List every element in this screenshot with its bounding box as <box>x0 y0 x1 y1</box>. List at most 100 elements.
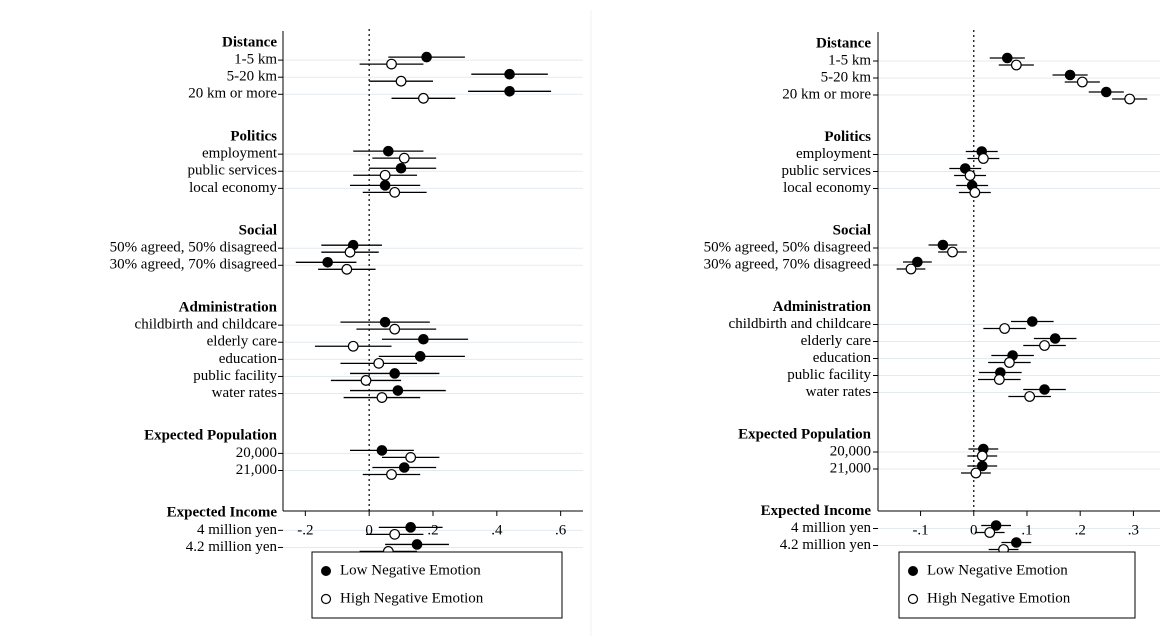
point-high-emotion <box>398 152 410 164</box>
point-high-emotion <box>1076 76 1088 88</box>
item-label: elderly care <box>207 334 278 350</box>
point-low-emotion <box>1011 537 1022 548</box>
item-label: 20 km or more <box>782 86 871 102</box>
point-low-emotion <box>1027 316 1038 327</box>
group-label: Expected Population <box>144 428 278 444</box>
point-high-emotion <box>347 340 359 352</box>
point-high-emotion <box>389 323 401 335</box>
point-low-emotion <box>322 257 333 268</box>
item-label: education <box>219 351 278 367</box>
item-label: 30% agreed, 70% disagreed <box>110 257 278 273</box>
x-tick-label: -.2 <box>297 522 313 538</box>
item-label: 20,000 <box>830 443 871 459</box>
point-high-emotion <box>386 469 397 480</box>
item-label: education <box>813 350 872 366</box>
point-high-emotion <box>344 246 356 258</box>
item-label: 4.2 million yen <box>186 539 278 555</box>
legend: Low Negative Emotion High Negative Emotio… <box>898 551 1136 619</box>
point-low-emotion <box>414 351 426 362</box>
x-tick-label: .6 <box>555 522 567 538</box>
point-low-emotion <box>976 460 988 472</box>
point-low-emotion <box>1039 384 1050 395</box>
x-tick-label: .1 <box>1021 522 1032 538</box>
point-high-emotion <box>389 186 401 198</box>
point-low-emotion <box>1001 52 1013 64</box>
item-label: 5-20 km <box>227 69 278 85</box>
point-low-emotion <box>411 539 423 550</box>
x-tick-label: -.1 <box>912 522 928 538</box>
point-high-emotion <box>964 170 976 181</box>
x-tick-label: 0 <box>365 522 373 538</box>
point-high-emotion <box>905 263 917 275</box>
group-label: Politics <box>230 128 277 144</box>
point-high-emotion <box>1024 391 1036 402</box>
point-high-emotion <box>1124 93 1136 105</box>
legend-marker-low <box>321 566 331 576</box>
item-label: 21,000 <box>830 460 871 476</box>
point-low-emotion <box>398 462 410 473</box>
point-low-emotion <box>383 145 394 157</box>
item-label: 20 km or more <box>188 86 277 102</box>
item-label: employment <box>796 146 872 162</box>
x-tick-label: .3 <box>1128 522 1139 538</box>
item-label: local economy <box>189 180 277 196</box>
group-label: Politics <box>824 129 871 145</box>
point-low-emotion <box>405 522 416 533</box>
point-high-emotion <box>379 169 391 181</box>
point-low-emotion <box>379 316 391 328</box>
point-high-emotion <box>1004 357 1015 368</box>
group-label: Administration <box>773 299 872 315</box>
point-high-emotion <box>389 528 401 540</box>
legend-label-high: High Negative Emotion <box>927 590 1071 606</box>
item-label: public services <box>781 163 871 179</box>
item-label: public facility <box>193 368 277 384</box>
legend: Low Negative Emotion High Negative Emotio… <box>311 551 563 619</box>
group-label: Expected Population <box>738 426 872 442</box>
item-label: 20,000 <box>236 445 277 461</box>
point-high-emotion <box>341 263 353 275</box>
x-tick-label: .2 <box>1075 522 1086 538</box>
point-low-emotion <box>504 86 515 97</box>
legend-label-low: Low Negative Emotion <box>340 562 481 578</box>
point-high-emotion <box>418 92 429 104</box>
point-low-emotion <box>937 239 949 251</box>
item-label: public facility <box>787 367 871 383</box>
point-low-emotion <box>392 385 404 396</box>
legend-marker-high <box>320 593 332 605</box>
point-low-emotion <box>389 368 401 379</box>
group-label: Distance <box>222 34 277 50</box>
point-high-emotion <box>1039 340 1050 351</box>
item-label: 50% agreed, 50% disagreed <box>704 239 872 255</box>
point-high-emotion <box>984 527 996 538</box>
group-label: Distance <box>816 35 871 51</box>
point-high-emotion <box>405 452 417 463</box>
item-label: 5-20 km <box>821 69 872 85</box>
item-label: water rates <box>806 384 872 400</box>
point-high-emotion <box>1010 59 1022 71</box>
group-label: Expected Income <box>761 503 872 519</box>
legend-box <box>898 551 1136 619</box>
item-label: 21,000 <box>236 462 277 478</box>
point-high-emotion <box>970 467 982 479</box>
grid-lines <box>283 59 583 548</box>
point-low-emotion <box>395 162 407 174</box>
item-label: water rates <box>212 385 278 401</box>
point-high-emotion <box>999 323 1011 334</box>
x-tick-label: .4 <box>491 522 503 538</box>
point-high-emotion <box>977 153 989 164</box>
legend-label-high: High Negative Emotion <box>340 590 484 606</box>
point-low-emotion <box>912 256 923 268</box>
item-label: public services <box>187 163 277 179</box>
point-low-emotion <box>1049 333 1061 344</box>
point-high-emotion <box>969 187 981 198</box>
legend-label-low: Low Negative Emotion <box>927 562 1068 578</box>
point-low-emotion <box>1064 69 1076 81</box>
item-label: elderly care <box>801 333 872 349</box>
group-label: Social <box>239 223 277 239</box>
point-low-emotion <box>421 51 432 63</box>
item-label: 4 million yen <box>791 520 871 536</box>
item-label: 30% agreed, 70% disagreed <box>704 256 872 272</box>
point-low-emotion <box>379 180 391 191</box>
